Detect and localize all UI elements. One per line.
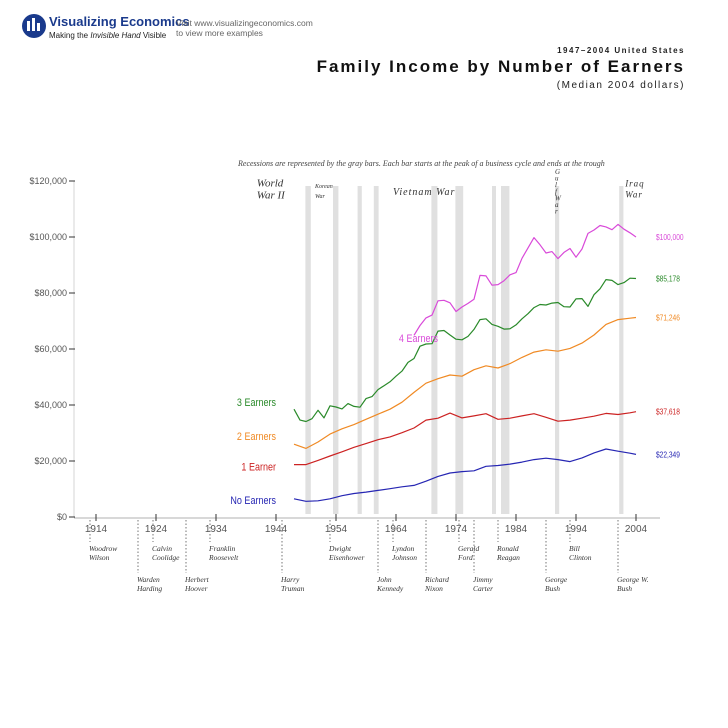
president-name: Warden Harding [136, 575, 162, 593]
logo-icon-bar [37, 23, 40, 31]
x-tick-label: 1924 [145, 524, 168, 535]
president-name: John Kennedy [376, 575, 404, 593]
series-end-label: $22,349 [656, 450, 680, 460]
x-tick-label: 1974 [445, 524, 468, 535]
series-line [293, 316, 637, 449]
recession-bar [373, 186, 379, 514]
president-name: Lyndon Johnson [391, 544, 417, 562]
recession-bar [333, 186, 339, 514]
chart-subtitle: (Median 2004 dollars) [557, 80, 685, 91]
president-name: Woodrow Wilson [89, 544, 117, 562]
x-tick-label: 2004 [625, 524, 648, 535]
recession-bar [555, 186, 560, 514]
president-name: Franklin Roosevelt [208, 544, 239, 562]
brand-tagline: Making the Invisible Hand Visible [49, 31, 167, 40]
event-label: Korean War [314, 184, 333, 200]
y-tick-label: $60,000 [34, 344, 67, 354]
recession-bar [619, 186, 624, 514]
series-name-label: 1 Earner [241, 462, 276, 474]
president-name: Dwight Eisenhower [328, 544, 364, 562]
president-name: Herbert Hoover [184, 575, 210, 593]
event-label: World War II [257, 178, 286, 202]
president-name: Jimmy Carter [473, 575, 493, 593]
recession-bar [492, 186, 496, 514]
president-name: Ronald Reagan [496, 544, 520, 562]
series-end-label: $100,000 [656, 232, 684, 242]
y-tick-label: $40,000 [34, 400, 67, 410]
series-end-label: $85,178 [656, 274, 680, 284]
chart-supertitle: 1947–2004 United States [557, 46, 685, 55]
x-tick-label: 1994 [565, 524, 588, 535]
visit-line-2: to view more examples [176, 28, 263, 38]
recession-note: Recessions are represented by the gray b… [237, 159, 605, 168]
series-line [293, 277, 637, 423]
y-tick-label: $100,000 [29, 232, 67, 242]
event-label: Iraq War [624, 179, 645, 200]
president-name: Calvin Coolidge [152, 544, 180, 562]
president-name: Gerald Ford [457, 544, 479, 562]
brand-name: Visualizing Economics [49, 14, 190, 29]
series-line [294, 411, 637, 466]
x-tick-label: 1984 [505, 524, 528, 535]
series-name-label: 4 Earners [399, 333, 438, 345]
series-end-label: $37,618 [656, 407, 680, 417]
brand-logo [22, 14, 46, 38]
logo-icon-bar [27, 21, 30, 31]
y-tick-label: $20,000 [34, 456, 67, 466]
chart-title: Family Income by Number of Earners [317, 57, 685, 76]
x-tick-label: 1944 [265, 524, 288, 535]
y-tick-label: $80,000 [34, 288, 67, 298]
x-tick-label: 1964 [385, 524, 408, 535]
recession-bar [357, 186, 362, 514]
recession-bar [431, 186, 438, 514]
president-name: George Bush [545, 575, 568, 593]
x-tick-label: 1934 [205, 524, 228, 535]
y-tick-label: $120,000 [29, 176, 67, 186]
president-name: George W. Bush [617, 575, 649, 593]
series-name-label: 2 Earners [237, 431, 276, 443]
president-name: Bill Clinton [569, 544, 592, 562]
recession-bar [501, 186, 510, 514]
series-name-label: No Earners [230, 495, 276, 507]
visit-link[interactable]: Visit www.visualizingeconomics.com [176, 18, 313, 28]
series-line [413, 223, 637, 336]
x-tick-label: 1914 [85, 524, 108, 535]
logo-icon-bar [32, 18, 35, 31]
president-name: Harry Truman [280, 575, 305, 593]
series-end-label: $71,246 [656, 313, 680, 323]
y-tick-label: $0 [57, 512, 67, 522]
recession-bar [305, 186, 311, 514]
event-label: Vietnam War [393, 187, 455, 198]
series-line [293, 448, 637, 502]
recession-bar [455, 186, 464, 514]
x-tick-label: 1954 [325, 524, 348, 535]
president-name: Richard Nixon [424, 575, 449, 593]
series-name-label: 3 Earners [237, 397, 276, 409]
